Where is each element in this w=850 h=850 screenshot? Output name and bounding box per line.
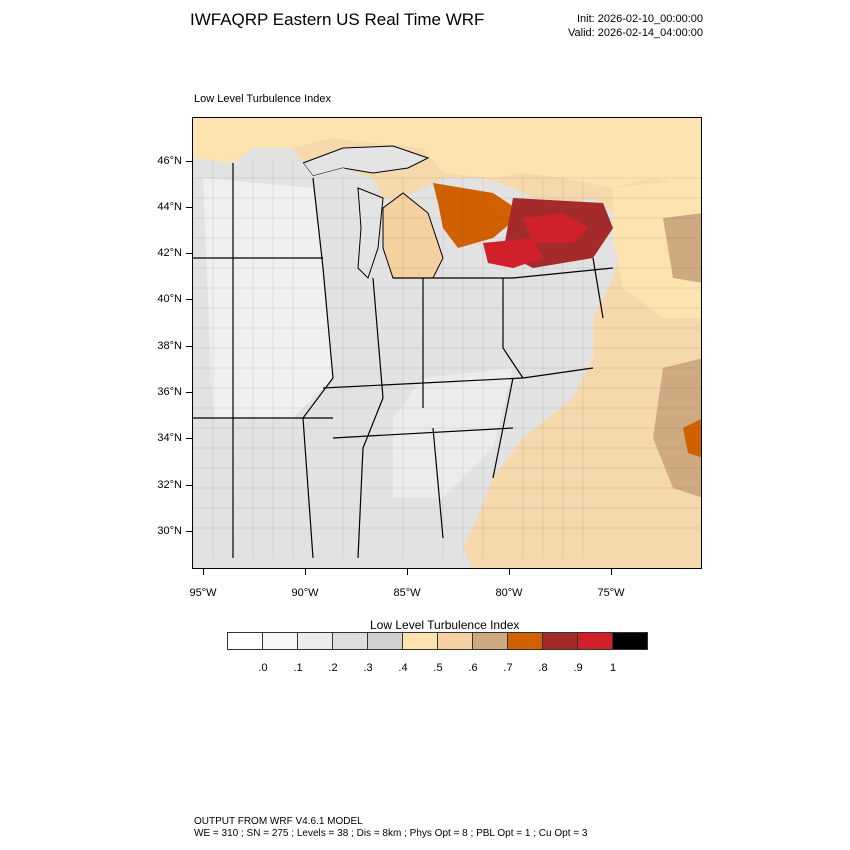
lat-label-44: 44°N: [157, 201, 182, 213]
colorbar-label: .0: [258, 662, 268, 674]
colorbar-label: .4: [398, 662, 408, 674]
colorbar-label: .3: [363, 662, 373, 674]
footer-config: WE = 310 ; SN = 275 ; Levels = 38 ; Dis …: [194, 828, 588, 839]
turbulence-lake-erie: [483, 238, 543, 268]
colorbar-box: [367, 632, 403, 650]
county-mesh: [193, 158, 701, 558]
colorbar-label: .1: [293, 662, 303, 674]
lon-tick: [509, 569, 510, 575]
map-subtitle: Low Level Turbulence Index: [194, 93, 331, 105]
plot-title: IWFAQRP Eastern US Real Time WRF: [190, 10, 485, 29]
turbulence-map: [192, 117, 702, 569]
footer-model: OUTPUT FROM WRF V4.6.1 MODEL: [194, 816, 363, 827]
lat-label-36: 36°N: [157, 386, 182, 398]
colorbar-label: .5: [433, 662, 443, 674]
lat-tick: [186, 207, 192, 208]
lat-tick: [186, 299, 192, 300]
plains-region: [203, 178, 333, 418]
atlantic-orange: [683, 419, 701, 458]
gulf-coast: [193, 543, 473, 568]
colorbar-label: .9: [573, 662, 583, 674]
lon-tick: [305, 569, 306, 575]
lat-tick: [186, 253, 192, 254]
turbulence-huron: [433, 183, 523, 248]
colorbar-label: .2: [328, 662, 338, 674]
lat-tick: [186, 392, 192, 393]
lat-label-32: 32°N: [157, 479, 182, 491]
lat-label-46: 46°N: [157, 155, 182, 167]
lat-label-40: 40°N: [157, 293, 182, 305]
lat-tick: [186, 438, 192, 439]
lat-label-34: 34°N: [157, 432, 182, 444]
canada-region: [193, 118, 701, 188]
colorbar-label: 1: [609, 662, 617, 674]
colorbar-box: [437, 632, 473, 650]
gulf-of-maine-band: [663, 213, 701, 283]
colorbar-title: Low Level Turbulence Index: [370, 618, 520, 632]
atlantic-tan: [653, 358, 701, 498]
lat-label-30: 30°N: [157, 525, 182, 537]
valid-time: Valid: 2026-02-14_04:00:00: [568, 27, 703, 39]
colorbar-box: [332, 632, 368, 650]
colorbar-box: [542, 632, 578, 650]
colorbar-box: [612, 632, 648, 650]
lake-superior: [302, 145, 430, 177]
lon-label-90: 90°W: [291, 587, 319, 599]
lat-tick: [186, 485, 192, 486]
colorbar: [227, 632, 648, 650]
colorbar-label: .6: [468, 662, 478, 674]
colorbar-box: [262, 632, 298, 650]
colorbar-box: [577, 632, 613, 650]
colorbar-label: .7: [503, 662, 513, 674]
lon-tick: [407, 569, 408, 575]
lat-tick: [186, 531, 192, 532]
lat-label-42: 42°N: [157, 247, 182, 259]
lon-label-75: 75°W: [597, 587, 625, 599]
colorbar-box: [402, 632, 438, 650]
lon-label-80: 80°W: [495, 587, 523, 599]
state-boundaries: [193, 163, 614, 559]
lon-label-85: 85°W: [393, 587, 421, 599]
lat-tick: [186, 346, 192, 347]
colorbar-box: [297, 632, 333, 650]
northeast-region: [613, 178, 701, 318]
lat-label-38: 38°N: [157, 340, 182, 352]
colorbar-box: [472, 632, 508, 650]
lon-label-95: 95°W: [189, 587, 217, 599]
lat-tick: [186, 161, 192, 162]
turbulence-lake-ontario: [523, 213, 588, 243]
colorbar-box: [507, 632, 543, 650]
lon-tick: [203, 569, 204, 575]
colorbar-box: [227, 632, 263, 650]
michigan-lp: [382, 192, 444, 279]
colorbar-label: .8: [538, 662, 548, 674]
lon-tick: [611, 569, 612, 575]
init-time: Init: 2026-02-10_00:00:00: [577, 13, 703, 25]
lake-michigan: [357, 187, 384, 279]
